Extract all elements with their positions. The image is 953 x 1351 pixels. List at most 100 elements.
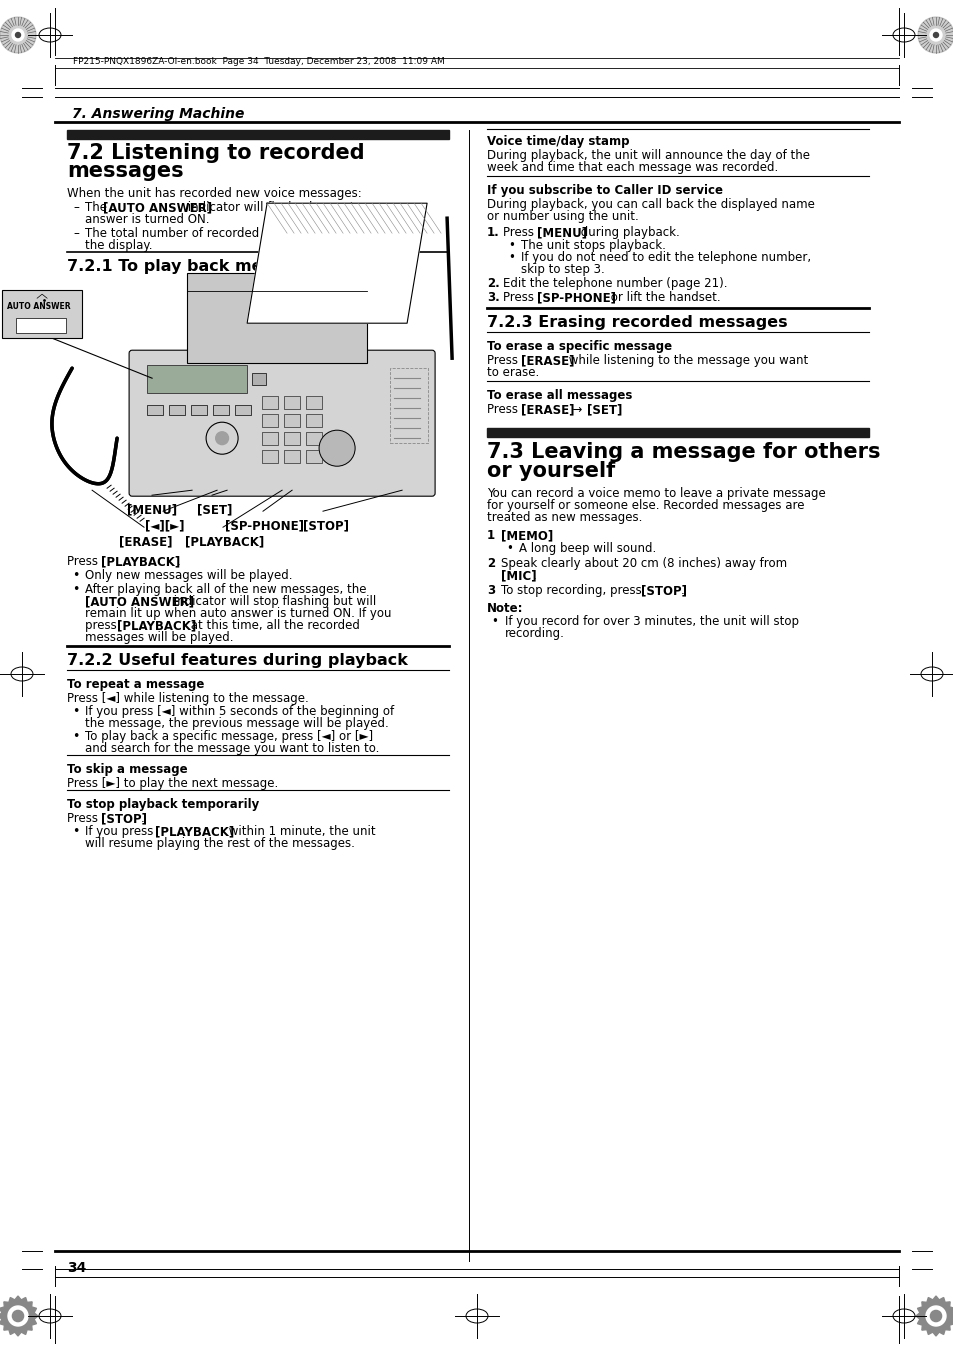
Text: [PLAYBACK]: [PLAYBACK] [185,535,264,549]
Text: To erase a specific message: To erase a specific message [486,340,672,353]
Text: •: • [507,251,515,263]
Circle shape [12,28,24,41]
Text: During playback, you can call back the displayed name: During playback, you can call back the d… [486,199,814,211]
Text: Press: Press [486,354,521,367]
Text: •: • [505,542,513,555]
Text: 2: 2 [486,557,495,570]
Circle shape [925,1306,945,1325]
Text: •: • [507,239,515,253]
Text: If you do not need to edit the telephone number,: If you do not need to edit the telephone… [520,251,810,263]
Bar [486,428,868,436]
Text: The: The [85,201,111,213]
Bar [169,405,185,415]
Text: If you record for over 3 minutes, the unit will stop: If you record for over 3 minutes, the un… [504,615,799,628]
Text: [PLAYBACK]: [PLAYBACK] [154,825,234,838]
FancyBboxPatch shape [129,350,435,496]
Text: To erase all messages: To erase all messages [486,389,632,403]
Bar [213,405,229,415]
Text: [ERASE]: [ERASE] [520,403,574,416]
Text: week and time that each message was recorded.: week and time that each message was reco… [486,161,778,174]
Text: skip to step 3.: skip to step 3. [520,263,604,276]
Text: 1.: 1. [486,226,499,239]
Text: During playback, the unit will announce the day of the: During playback, the unit will announce … [486,149,809,162]
Text: .: . [680,584,684,597]
Text: messages: messages [67,161,183,181]
Text: remain lit up when auto answer is turned ON. If you: remain lit up when auto answer is turned… [85,607,391,620]
Bar [147,365,247,393]
Text: and search for the message you want to listen to.: and search for the message you want to l… [85,742,379,755]
Text: [STOP]: [STOP] [303,519,349,532]
Text: [ERASE]: [ERASE] [520,354,574,367]
Text: •: • [71,705,79,719]
Circle shape [929,28,941,41]
Bar [262,415,278,427]
Text: 7.2 Listening to recorded: 7.2 Listening to recorded [67,143,364,163]
Text: the message, the previous message will be played.: the message, the previous message will b… [85,717,388,730]
Bar [234,405,251,415]
Text: or number using the unit.: or number using the unit. [486,209,639,223]
Text: To play back a specific message, press [◄] or [►]: To play back a specific message, press [… [85,730,373,743]
Text: Press: Press [486,403,521,416]
Text: 7. Answering Machine: 7. Answering Machine [71,107,244,122]
Text: the display.: the display. [85,239,152,253]
Circle shape [0,18,36,53]
Text: [MENU]: [MENU] [127,503,177,516]
Bar [306,415,322,427]
Bar [306,432,322,446]
Text: 2.: 2. [486,277,499,290]
Text: 3: 3 [486,584,495,597]
Bar [16,319,66,334]
Text: Press [◄] while listening to the message.: Press [◄] while listening to the message… [67,692,309,705]
Text: 1: 1 [486,530,495,542]
Text: 3.: 3. [486,290,499,304]
Text: treated as new messages.: treated as new messages. [486,511,641,524]
Text: Note:: Note: [486,603,523,615]
Text: indicator will stop flashing but will: indicator will stop flashing but will [170,596,375,608]
Text: 7.2.3 Erasing recorded messages: 7.2.3 Erasing recorded messages [486,315,787,330]
Text: If you press: If you press [85,825,157,838]
Text: messages will be played.: messages will be played. [85,631,233,644]
Text: The total number of recorded messages will flash on: The total number of recorded messages wi… [85,227,395,240]
Text: •: • [71,569,79,582]
Text: •: • [491,615,497,628]
Text: at this time, all the recorded: at this time, all the recorded [187,619,359,632]
Text: [PLAYBACK]: [PLAYBACK] [101,555,180,569]
Bar [262,450,278,463]
Text: To skip a message: To skip a message [67,763,188,777]
Text: recording.: recording. [504,627,564,640]
Text: Press: Press [502,226,537,239]
Text: 34: 34 [67,1260,87,1275]
Bar [67,130,449,139]
Text: [MEMO]: [MEMO] [500,530,553,542]
Text: to erase.: to erase. [486,366,538,380]
Text: –: – [73,201,79,213]
Polygon shape [915,1296,953,1336]
Bar [306,396,322,409]
Text: 7.3 Leaving a message for others: 7.3 Leaving a message for others [486,442,880,462]
Text: •: • [71,584,79,596]
Circle shape [318,430,355,466]
Text: or lift the handset.: or lift the handset. [606,290,720,304]
Text: If you press [◄] within 5 seconds of the beginning of: If you press [◄] within 5 seconds of the… [85,705,394,719]
Text: –: – [73,227,79,240]
Circle shape [12,1310,24,1321]
Text: If you subscribe to Caller ID service: If you subscribe to Caller ID service [486,184,722,197]
Text: 7.2.1 To play back messages: 7.2.1 To play back messages [67,259,324,274]
Polygon shape [247,203,427,323]
Text: After playing back all of the new messages, the: After playing back all of the new messag… [85,584,366,596]
Text: [AUTO ANSWER]: [AUTO ANSWER] [103,201,212,213]
Circle shape [15,32,20,38]
Text: .: . [533,569,537,582]
Text: . →: . → [564,403,585,416]
Text: 7.2.2 Useful features during playback: 7.2.2 Useful features during playback [67,653,408,669]
Polygon shape [0,1296,38,1336]
Bar [191,405,207,415]
Bar [390,369,428,443]
Bar [2,290,82,338]
Circle shape [917,18,953,53]
Text: Only new messages will be played.: Only new messages will be played. [85,569,293,582]
Circle shape [215,432,229,444]
Text: FP215-PNQX1896ZA-OI-en.book  Page 34  Tuesday, December 23, 2008  11:09 AM: FP215-PNQX1896ZA-OI-en.book Page 34 Tues… [73,58,444,66]
Text: Press: Press [67,812,102,825]
Text: You can record a voice memo to leave a private message: You can record a voice memo to leave a p… [486,486,825,500]
